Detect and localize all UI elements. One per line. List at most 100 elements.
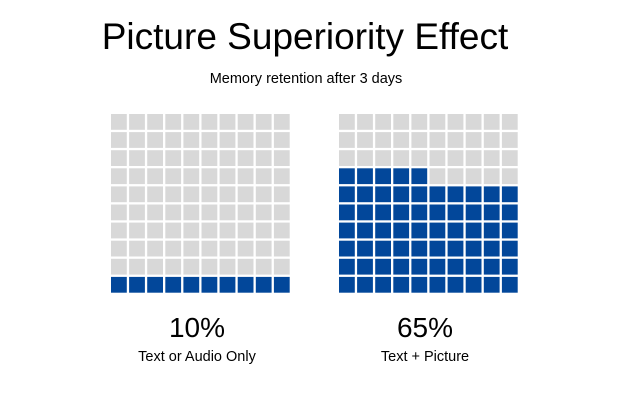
waffle-cell-text-only-filled [273, 276, 290, 293]
waffle-cell-text-picture-filled [429, 276, 446, 293]
waffle-cell-text-picture-filled [465, 240, 482, 257]
waffle-cell-text-picture-filled [393, 168, 410, 185]
waffle-cell-text-only-empty [147, 168, 163, 185]
waffle-cell-text-picture-filled [411, 186, 428, 203]
waffle-cell-text-only-empty [273, 114, 290, 130]
waffle-cell-text-only-empty [201, 240, 218, 257]
waffle-cell-text-only-empty [273, 186, 290, 203]
waffle-cell-text-picture-filled [447, 204, 464, 221]
waffle-cell-text-only-empty [255, 258, 272, 275]
waffle-cell-text-picture-empty [483, 150, 500, 166]
waffle-cell-text-picture-empty [411, 132, 428, 148]
waffle-cell-text-only-empty [111, 114, 127, 130]
waffle-cell-text-only-empty [273, 132, 290, 148]
waffle-cell-text-picture-filled [411, 258, 428, 275]
waffle-cell-text-picture-filled [339, 186, 355, 203]
waffle-cell-text-picture-filled [339, 204, 355, 221]
waffle-cell-text-only-empty [255, 186, 272, 203]
waffle-cell-text-only-empty [111, 168, 127, 185]
waffle-cell-text-only-empty [201, 204, 218, 221]
waffle-cell-text-only-empty [183, 132, 200, 148]
waffle-cell-text-only-empty [201, 132, 218, 148]
waffle-cell-text-picture-filled [501, 240, 518, 257]
caption-text-only: Text or Audio Only [138, 349, 256, 365]
waffle-cell-text-picture-filled [393, 222, 410, 239]
waffle-cell-text-picture-filled [465, 222, 482, 239]
waffle-cell-text-only-empty [111, 240, 127, 257]
waffle-cell-text-only-empty [165, 150, 182, 166]
page-title: Picture Superiority Effect [101, 16, 509, 57]
waffle-cell-text-picture-filled [411, 168, 428, 185]
waffle-cell-text-only-empty [183, 222, 200, 239]
waffle-cell-text-only-empty [165, 258, 182, 275]
waffle-cell-text-only-empty [165, 168, 182, 185]
waffle-cell-text-only-empty [147, 186, 163, 203]
waffle-cell-text-only-filled [111, 276, 127, 293]
caption-text-picture: Text + Picture [381, 349, 469, 365]
waffle-cell-text-picture-empty [465, 150, 482, 166]
waffle-cell-text-only-empty [165, 114, 182, 130]
waffle-cell-text-picture-empty [357, 150, 373, 166]
waffle-cell-text-only-empty [183, 258, 200, 275]
waffle-cell-text-only-empty [255, 150, 272, 166]
waffle-cell-text-picture-filled [447, 240, 464, 257]
waffle-cell-text-picture-empty [465, 168, 482, 185]
waffle-cell-text-only-empty [237, 204, 254, 221]
waffle-cell-text-only-empty [201, 150, 218, 166]
waffle-cell-text-picture-filled [465, 258, 482, 275]
waffle-cell-text-only-empty [237, 132, 254, 148]
waffle-cell-text-picture-empty [339, 114, 355, 130]
waffle-cell-text-picture-filled [357, 204, 373, 221]
waffle-cell-text-only-empty [237, 258, 254, 275]
waffle-cell-text-picture-filled [501, 258, 518, 275]
value-label-text-picture: 65% [397, 312, 453, 343]
waffle-cell-text-only-empty [129, 150, 145, 166]
waffle-cell-text-picture-filled [375, 240, 391, 257]
value-label-text-only: 10% [169, 312, 225, 343]
waffle-cell-text-picture-filled [357, 186, 373, 203]
waffle-cell-text-only-empty [237, 150, 254, 166]
waffle-cell-text-only-empty [111, 132, 127, 148]
waffle-cell-text-only-empty [219, 186, 236, 203]
waffle-cell-text-picture-filled [447, 258, 464, 275]
waffle-cell-text-picture-filled [393, 186, 410, 203]
waffle-cell-text-picture-filled [357, 258, 373, 275]
waffle-cell-text-only-empty [219, 132, 236, 148]
waffle-cell-text-picture-empty [393, 114, 410, 130]
waffle-cell-text-picture-filled [483, 276, 500, 293]
waffle-cell-text-only-empty [129, 240, 145, 257]
waffle-cell-text-picture-filled [429, 222, 446, 239]
waffle-cell-text-only-empty [255, 240, 272, 257]
waffle-cell-text-only-empty [183, 204, 200, 221]
waffle-cell-text-picture-filled [375, 276, 391, 293]
waffle-cell-text-only-empty [129, 258, 145, 275]
waffle-cell-text-only-empty [219, 168, 236, 185]
waffle-cell-text-picture-filled [375, 222, 391, 239]
waffle-cell-text-only-empty [219, 150, 236, 166]
waffle-cell-text-picture-empty [483, 114, 500, 130]
waffle-cell-text-only-empty [147, 240, 163, 257]
waffle-cell-text-only-empty [255, 132, 272, 148]
waffle-cell-text-picture-filled [411, 240, 428, 257]
waffle-cell-text-only-empty [129, 186, 145, 203]
waffle-cell-text-picture-empty [375, 132, 391, 148]
waffle-cell-text-only-empty [111, 186, 127, 203]
waffle-cell-text-only-empty [183, 114, 200, 130]
waffle-cell-text-picture-filled [447, 186, 464, 203]
waffle-cell-text-only-empty [147, 114, 163, 130]
waffle-cell-text-only-empty [129, 168, 145, 185]
waffle-cell-text-picture-empty [447, 168, 464, 185]
waffle-cell-text-picture-empty [411, 114, 428, 130]
waffle-cell-text-picture-filled [501, 204, 518, 221]
waffle-cell-text-picture-filled [375, 168, 391, 185]
waffle-cell-text-picture-filled [501, 186, 518, 203]
waffle-cell-text-only-empty [255, 222, 272, 239]
waffle-cell-text-only-empty [129, 132, 145, 148]
waffle-cell-text-picture-filled [501, 276, 518, 293]
waffle-cell-text-picture-filled [465, 276, 482, 293]
waffle-cell-text-picture-filled [357, 240, 373, 257]
waffle-cell-text-picture-filled [411, 222, 428, 239]
waffle-cell-text-picture-empty [375, 150, 391, 166]
waffle-cell-text-only-empty [273, 240, 290, 257]
